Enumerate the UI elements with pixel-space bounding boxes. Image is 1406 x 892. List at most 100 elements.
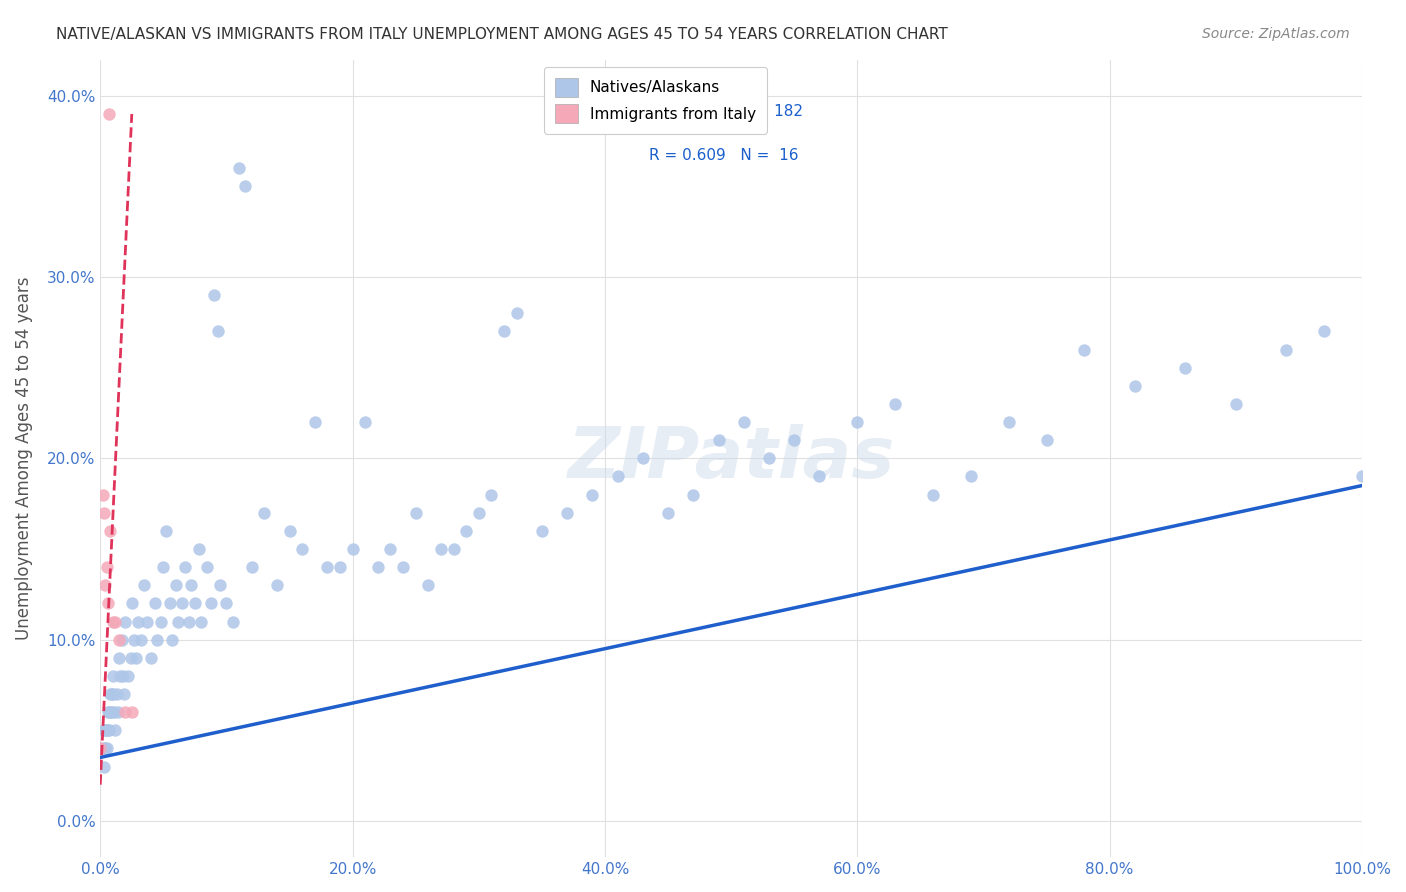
Text: R = 0.567   N = 182: R = 0.567 N = 182: [650, 104, 803, 119]
Point: [197, 560, 219, 574]
Point: [98, 687, 121, 701]
Point: [98, 705, 121, 719]
Point: [555, 506, 578, 520]
Point: [266, 578, 288, 592]
Point: [91, 488, 114, 502]
Point: [342, 541, 364, 556]
Point: [207, 325, 229, 339]
Point: [103, 705, 125, 719]
Point: [152, 560, 174, 574]
Point: [111, 632, 134, 647]
Point: [291, 541, 314, 556]
Point: [120, 650, 142, 665]
Point: [155, 524, 177, 538]
Text: ZIPatlas: ZIPatlas: [568, 424, 894, 493]
Point: [492, 325, 515, 339]
Point: [111, 669, 134, 683]
Point: [581, 488, 603, 502]
Point: [94, 578, 117, 592]
Point: [101, 669, 124, 683]
Point: [136, 615, 159, 629]
Point: [228, 161, 250, 176]
Point: [209, 578, 232, 592]
Point: [167, 615, 190, 629]
Point: [733, 415, 755, 429]
Point: [190, 615, 212, 629]
Point: [316, 560, 339, 574]
Point: [121, 705, 143, 719]
Point: [173, 560, 195, 574]
Point: [143, 596, 166, 610]
Point: [124, 650, 146, 665]
Point: [89, 741, 111, 756]
Point: [1351, 469, 1374, 483]
Point: [405, 506, 427, 520]
Point: [100, 687, 122, 701]
Point: [139, 650, 162, 665]
Point: [96, 741, 118, 756]
Point: [94, 741, 117, 756]
Point: [682, 488, 704, 502]
Point: [783, 434, 806, 448]
Point: [278, 524, 301, 538]
Point: [354, 415, 377, 429]
Point: [165, 578, 187, 592]
Point: [100, 705, 122, 719]
Point: [240, 560, 263, 574]
Point: [101, 687, 124, 701]
Point: [180, 578, 202, 592]
Point: [808, 469, 831, 483]
Point: [114, 615, 136, 629]
Point: [177, 615, 200, 629]
Point: [108, 632, 131, 647]
Point: [160, 632, 183, 647]
Point: [1174, 360, 1197, 375]
Point: [329, 560, 352, 574]
Point: [960, 469, 983, 483]
Point: [159, 596, 181, 610]
Point: [124, 632, 146, 647]
Point: [110, 669, 132, 683]
Point: [367, 560, 389, 574]
Y-axis label: Unemployment Among Ages 45 to 54 years: Unemployment Among Ages 45 to 54 years: [15, 277, 32, 640]
Point: [98, 705, 121, 719]
Point: [456, 524, 478, 538]
Point: [98, 524, 121, 538]
Point: [631, 451, 654, 466]
Point: [1073, 343, 1095, 357]
Point: [127, 615, 149, 629]
Point: [93, 759, 115, 773]
Text: Source: ZipAtlas.com: Source: ZipAtlas.com: [1202, 27, 1350, 41]
Point: [93, 723, 115, 738]
Text: NATIVE/ALASKAN VS IMMIGRANTS FROM ITALY UNEMPLOYMENT AMONG AGES 45 TO 54 YEARS C: NATIVE/ALASKAN VS IMMIGRANTS FROM ITALY …: [56, 27, 948, 42]
Point: [149, 615, 172, 629]
Point: [187, 541, 209, 556]
Point: [392, 560, 415, 574]
Point: [304, 415, 326, 429]
Point: [235, 179, 257, 194]
Point: [505, 306, 527, 320]
Point: [1035, 434, 1057, 448]
Legend: Natives/Alaskans, Immigrants from Italy: Natives/Alaskans, Immigrants from Italy: [544, 67, 766, 134]
Point: [104, 723, 127, 738]
Point: [121, 596, 143, 610]
Point: [418, 578, 440, 592]
Point: [89, 741, 111, 756]
Point: [134, 578, 156, 592]
Point: [200, 596, 222, 610]
Point: [97, 723, 120, 738]
Point: [222, 615, 245, 629]
Point: [468, 506, 491, 520]
Point: [1275, 343, 1298, 357]
Point: [884, 397, 907, 411]
Point: [443, 541, 465, 556]
Point: [1225, 397, 1247, 411]
Point: [606, 469, 628, 483]
Point: [117, 669, 139, 683]
Point: [105, 687, 128, 701]
Point: [146, 632, 169, 647]
Point: [104, 615, 127, 629]
Point: [657, 506, 679, 520]
Point: [112, 687, 135, 701]
Point: [101, 615, 124, 629]
